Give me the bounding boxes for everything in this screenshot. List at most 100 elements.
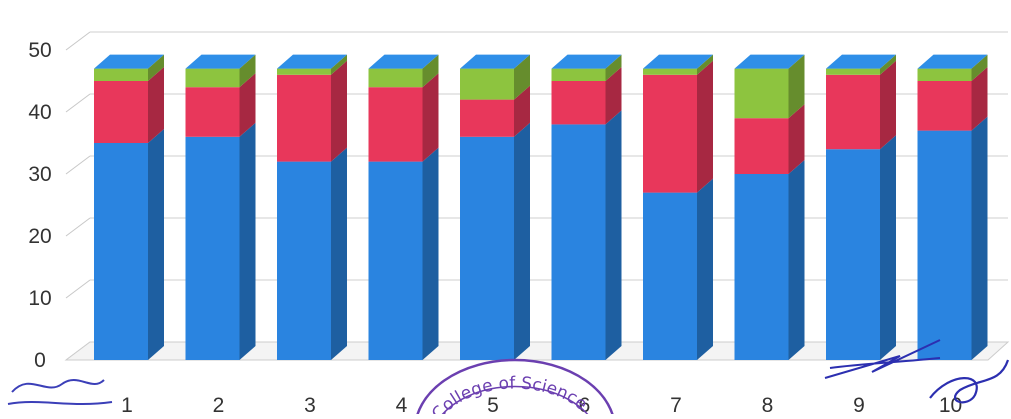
bar-segment-side (514, 85, 530, 137)
bar-segment-side (422, 73, 439, 162)
bar-segment-front (368, 87, 423, 162)
signature-left (7, 379, 113, 405)
bar-segment-front (826, 74, 880, 150)
bar-segment-front (94, 143, 148, 360)
bar-segment-side (331, 147, 347, 360)
bar-segment-side (514, 122, 530, 360)
bar-segment-front (368, 68, 423, 88)
gridline-depth (65, 93, 91, 113)
bar-segment-side (697, 54, 713, 75)
bar-segment-side (239, 122, 256, 360)
bar-segment-front (643, 68, 697, 75)
bar-segment-side (239, 54, 256, 88)
stamp-arc-inner (437, 385, 593, 419)
bar-segment-front (917, 68, 972, 81)
bar-segment-front (460, 99, 514, 137)
bar-top (917, 54, 988, 69)
bar-segment-side (148, 129, 164, 360)
gridline-depth (65, 31, 91, 51)
bar-top (551, 54, 622, 69)
bar-segment-side (971, 54, 988, 81)
bar-segment-front (826, 68, 880, 75)
gridline-depth (65, 279, 91, 299)
bar-segment-side (880, 135, 896, 360)
bar-segment-front (460, 136, 514, 360)
bar-top (643, 54, 713, 69)
bar-segment-side (331, 54, 347, 75)
bar-segment-front (551, 81, 606, 125)
bar-segment-front (94, 81, 148, 143)
bar-segment-side (971, 116, 988, 360)
bar-segment-side (605, 54, 622, 81)
bar-top (185, 54, 256, 69)
bar-segment-side (788, 160, 805, 360)
x-tick-label: 8 (762, 394, 774, 414)
bar-segment-side (788, 54, 805, 119)
y-tick-label: 10 (28, 287, 51, 310)
x-tick-label: 3 (304, 394, 316, 414)
bar-segment-front (917, 130, 972, 360)
bar-segment-front (185, 68, 240, 88)
y-tick-label: 0 (34, 349, 46, 372)
x-tick-label: 6 (579, 394, 591, 414)
bar-top (826, 54, 896, 69)
bar-segment-front (368, 161, 423, 360)
bar-segment-front (551, 124, 606, 361)
bar-segment-side (148, 67, 164, 143)
bar-top (460, 54, 530, 69)
bar-segment-front (277, 161, 331, 360)
bar-segment-side (697, 178, 713, 360)
bar-segment-side (514, 54, 530, 100)
bar-segment-side (880, 54, 896, 75)
y-tick-label: 20 (28, 225, 51, 248)
bar-segment-front (551, 68, 606, 81)
bar-segment-side (422, 147, 439, 360)
x-tick-label: 1 (121, 394, 133, 414)
bars (94, 54, 988, 361)
bar-segment-side (422, 54, 439, 88)
bar-segment-front (734, 174, 789, 360)
x-tick-label: 10 (939, 394, 962, 414)
bar-segment-side (788, 104, 805, 174)
y-axis-ticks: 0 10 20 30 40 50 (28, 39, 51, 372)
bar-segment-side (605, 67, 622, 125)
bar-segment-side (880, 60, 896, 150)
x-tick-label: 2 (213, 394, 225, 414)
x-tick-label: 9 (853, 394, 865, 414)
bar-segment-side (239, 73, 256, 137)
stamp-label: College of Science (428, 373, 591, 414)
bar-segment-front (277, 68, 331, 75)
gridline-depth (65, 217, 91, 237)
gridline-depth (65, 155, 91, 175)
bar-top (94, 54, 164, 69)
bar-segment-side (697, 60, 713, 193)
signature-right-bottom (929, 359, 1010, 404)
bar-segment-front (185, 87, 240, 137)
bar-segment-front (185, 136, 240, 360)
bar-segment-front (94, 68, 148, 81)
bar-segment-front (277, 74, 331, 162)
x-tick-label: 7 (670, 394, 682, 414)
bar-top (277, 54, 347, 69)
bar-segment-side (971, 67, 988, 131)
bar-top (368, 54, 439, 69)
x-tick-label: 5 (487, 394, 499, 414)
bar-segment-front (734, 68, 789, 119)
bar-segment-side (605, 110, 622, 361)
bar-segment-front (643, 74, 697, 193)
bar-top (734, 54, 805, 69)
x-tick-label: 4 (396, 394, 408, 414)
y-tick-label: 30 (28, 163, 51, 186)
bar-segment-front (826, 149, 880, 360)
bar-segment-front (917, 81, 972, 131)
bar-segment-front (734, 118, 789, 174)
stamp-arc (415, 358, 615, 419)
x-axis-ticks: 1 2 3 4 5 6 7 8 9 10 (121, 394, 962, 417)
bar-segment-front (643, 192, 697, 360)
bar-segment-side (331, 60, 347, 162)
signature-right-top (824, 339, 941, 379)
y-tick-label: 40 (28, 101, 51, 124)
y-tick-label: 50 (28, 39, 51, 62)
